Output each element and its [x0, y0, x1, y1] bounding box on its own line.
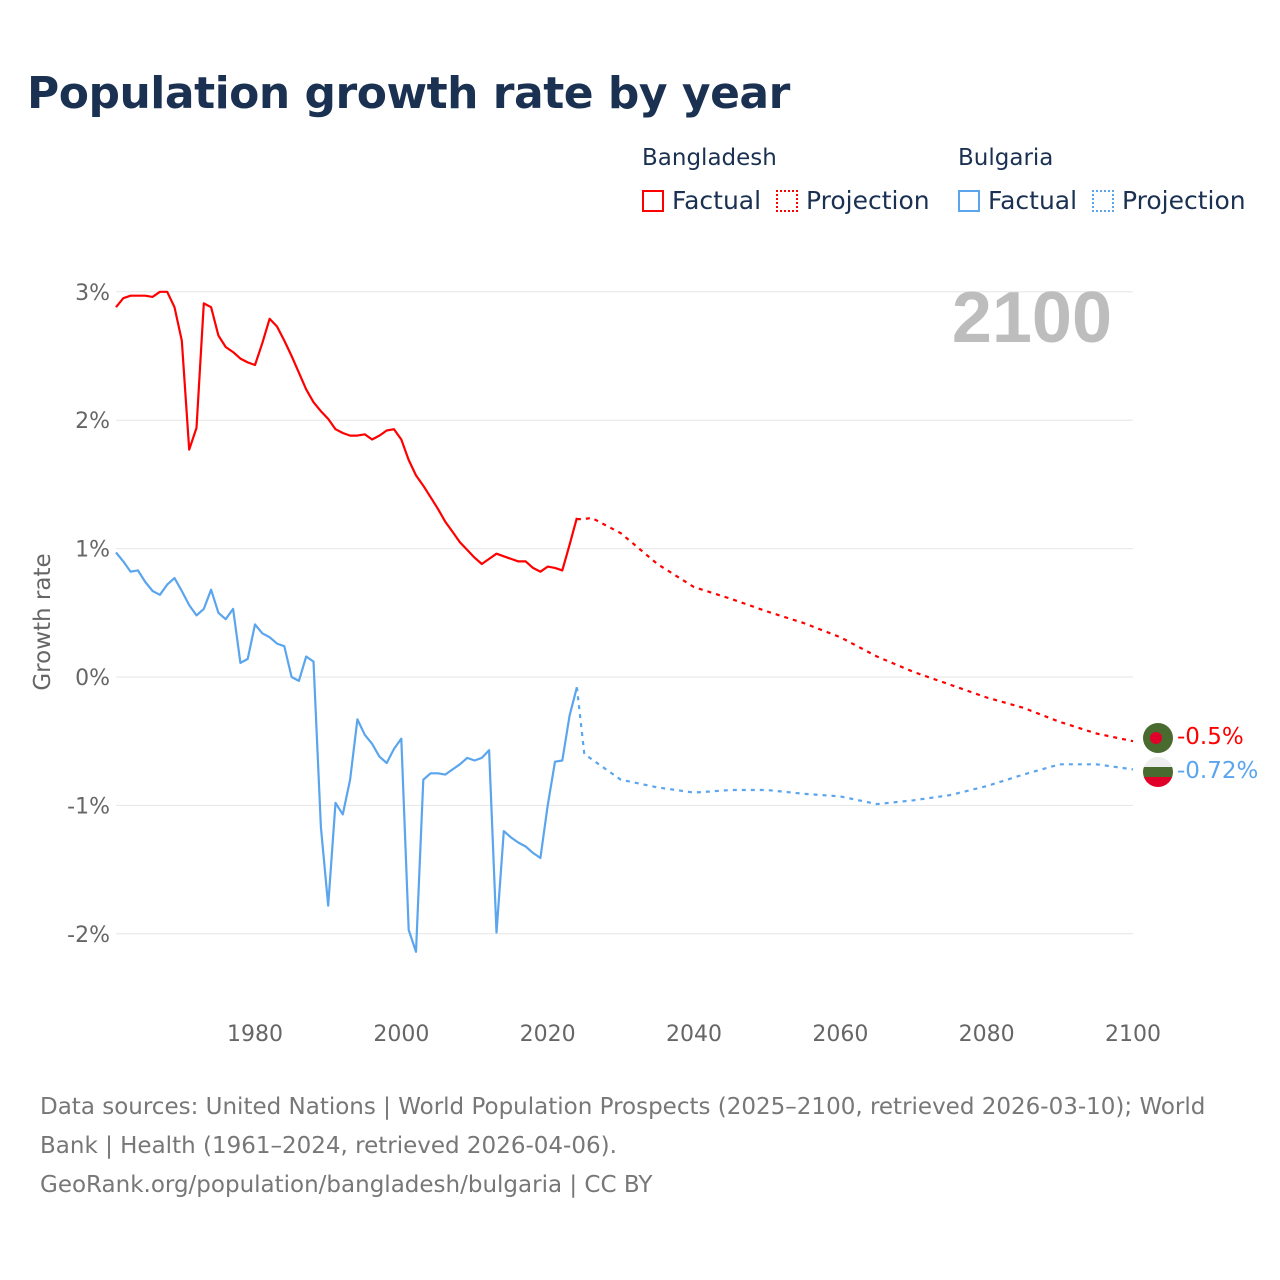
legend-label: Factual: [672, 186, 762, 215]
legend-label: Projection: [806, 186, 930, 215]
legend-label: Factual: [988, 186, 1078, 215]
data-sources: Data sources: United Nations | World Pop…: [40, 1094, 1206, 1159]
x-tick-label: 1980: [227, 1022, 283, 1047]
series-line-bulgaria-projection: [575, 687, 1134, 806]
x-tick-label: 2060: [812, 1022, 868, 1047]
series-line-bangladesh-factual: [115, 290, 578, 573]
legend-swatch-solid: [642, 189, 664, 212]
end-label-bangladesh: -0.5%: [1177, 724, 1244, 750]
legend-swatch-dotted: [1092, 189, 1114, 212]
legend-country-bangladesh: Bangladesh: [642, 145, 777, 171]
credit-link[interactable]: GeoRank.org/population/bangladesh/bulgar…: [40, 1172, 653, 1198]
y-tick-label: 3%: [75, 281, 110, 306]
bangladesh-flag-icon: [1143, 723, 1173, 753]
x-tick-label: 2100: [1105, 1022, 1161, 1047]
end-label-bulgaria: -0.72%: [1177, 758, 1258, 784]
legend-bulgaria-projection[interactable]: Projection: [1092, 186, 1246, 215]
y-tick-label: -1%: [67, 794, 110, 819]
x-tick-label: 2040: [666, 1022, 722, 1047]
legend-country-bulgaria: Bulgaria: [958, 145, 1054, 171]
x-tick-label: 2080: [959, 1022, 1015, 1047]
y-tick-label: 0%: [75, 666, 110, 691]
x-tick-label: 2000: [373, 1022, 429, 1047]
y-tick-label: 2%: [75, 409, 110, 434]
legend-swatch-solid: [958, 189, 980, 212]
x-tick-label: 2020: [520, 1022, 576, 1047]
series-line-bangladesh-projection: [576, 516, 1134, 743]
footer: Data sources: United Nations | World Pop…: [40, 1088, 1240, 1205]
series-line-bulgaria-factual: [115, 551, 578, 953]
line-chart: 3% 2% 1% 0% -1% -2% 1980 2000 2020 2040 2060 2080 21…: [30, 278, 1258, 1047]
legend-bangladesh-projection[interactable]: Projection: [776, 186, 930, 215]
y-axis-label: Growth rate: [30, 553, 56, 690]
legend-bangladesh-factual[interactable]: Factual: [642, 186, 761, 215]
year-indicator: 2100: [952, 278, 1112, 358]
bulgaria-flag-icon: [1143, 757, 1173, 787]
page-title: Population growth rate by year: [27, 68, 790, 119]
legend-label: Projection: [1122, 186, 1246, 215]
y-tick-label: 1%: [75, 538, 110, 563]
legend-swatch-dotted: [776, 189, 798, 212]
y-tick-label: -2%: [67, 923, 110, 948]
legend-bulgaria-factual[interactable]: Factual: [958, 186, 1077, 215]
